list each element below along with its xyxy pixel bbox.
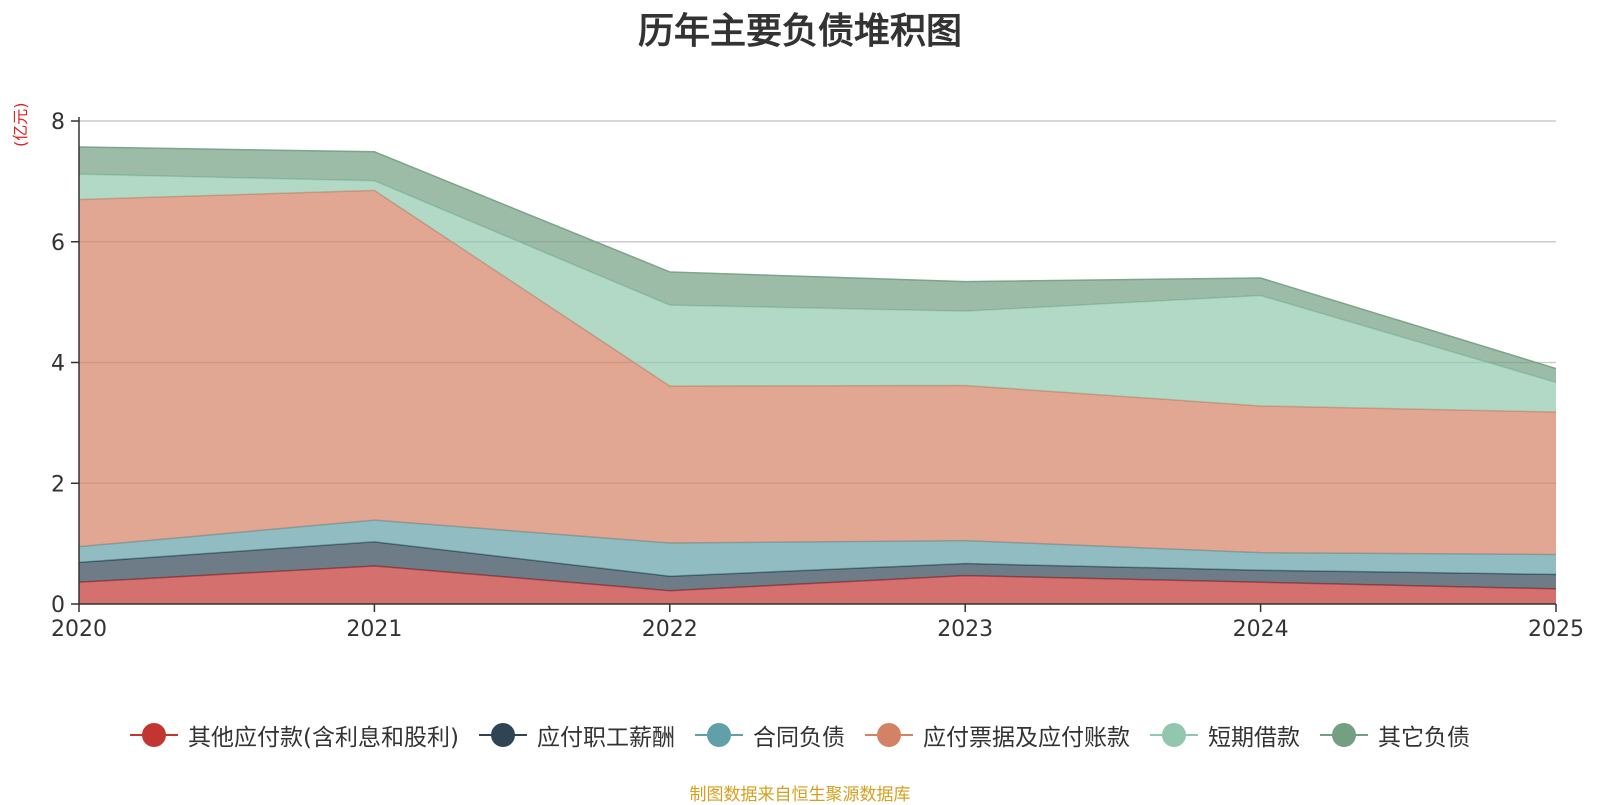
- series-area-4: [79, 174, 1556, 413]
- legend-item-2[interactable]: 合同负债: [694, 718, 845, 752]
- legend-label: 合同负债: [752, 725, 845, 751]
- y-tick-label-2: 4: [51, 352, 65, 377]
- legend-item-3[interactable]: 应付票据及应付账款: [864, 718, 1130, 752]
- series-area-5: [79, 146, 1556, 383]
- x-tick-label-2: 2022: [642, 617, 698, 642]
- y-tick-label-3: 6: [51, 231, 65, 256]
- legend-marker-icon: [1149, 723, 1198, 747]
- x-tick-label-0: 2020: [51, 617, 107, 642]
- legend-item-0[interactable]: 其他应付款(含利息和股利): [130, 718, 459, 752]
- legend-marker-icon: [694, 723, 743, 747]
- series-area-1: [79, 541, 1556, 591]
- legend-marker-dot: [876, 723, 901, 747]
- chart-title: 历年主要负债堆积图: [637, 11, 962, 52]
- legend-marker-icon: [1319, 723, 1368, 747]
- legend-marker-icon: [130, 723, 179, 747]
- legend-marker-icon: [864, 723, 913, 747]
- legend-label: 其它负债: [1377, 725, 1470, 751]
- y-tick-label-4: 8: [51, 110, 65, 135]
- legend-item-5[interactable]: 其它负债: [1319, 718, 1470, 752]
- legend-marker-dot: [490, 723, 515, 747]
- legend-item-4[interactable]: 短期借款: [1149, 718, 1300, 752]
- series-line-5: [78, 146, 1557, 370]
- series-area-0: [79, 565, 1556, 604]
- y-tick-label-1: 2: [51, 472, 65, 497]
- y-tick-label-0: 0: [51, 593, 65, 618]
- legend-marker-dot: [706, 723, 731, 747]
- legend-marker-dot: [142, 723, 167, 747]
- legend-marker-dot: [1161, 723, 1186, 747]
- stacked-area-chart: 0 2 4 6 8 2020 2021 2022 2023 2024 2025: [51, 110, 1584, 642]
- legend-label: 短期借款: [1207, 725, 1300, 751]
- series-area-2: [79, 520, 1556, 577]
- x-tick-label-3: 2023: [937, 617, 993, 642]
- chart-legend: 其他应付款(含利息和股利) 应付职工薪酬 合同负债 应付票据及应付账款 短期借款 其它负债: [0, 718, 1600, 752]
- legend-label: 应付职工薪酬: [536, 725, 675, 751]
- series-area-3: [79, 190, 1556, 555]
- data-source-note: 制图数据来自恒生聚源数据库: [689, 785, 911, 805]
- legend-item-1[interactable]: 应付职工薪酬: [478, 718, 675, 752]
- x-tick-label-4: 2024: [1233, 617, 1289, 642]
- legend-label: 应付票据及应付账款: [922, 725, 1130, 751]
- x-tick-label-5: 2025: [1528, 617, 1584, 642]
- x-tick-label-1: 2021: [346, 617, 402, 642]
- legend-label: 其他应付款(含利息和股利): [188, 725, 459, 751]
- legend-marker-icon: [478, 723, 527, 747]
- legend-marker-dot: [1331, 723, 1356, 747]
